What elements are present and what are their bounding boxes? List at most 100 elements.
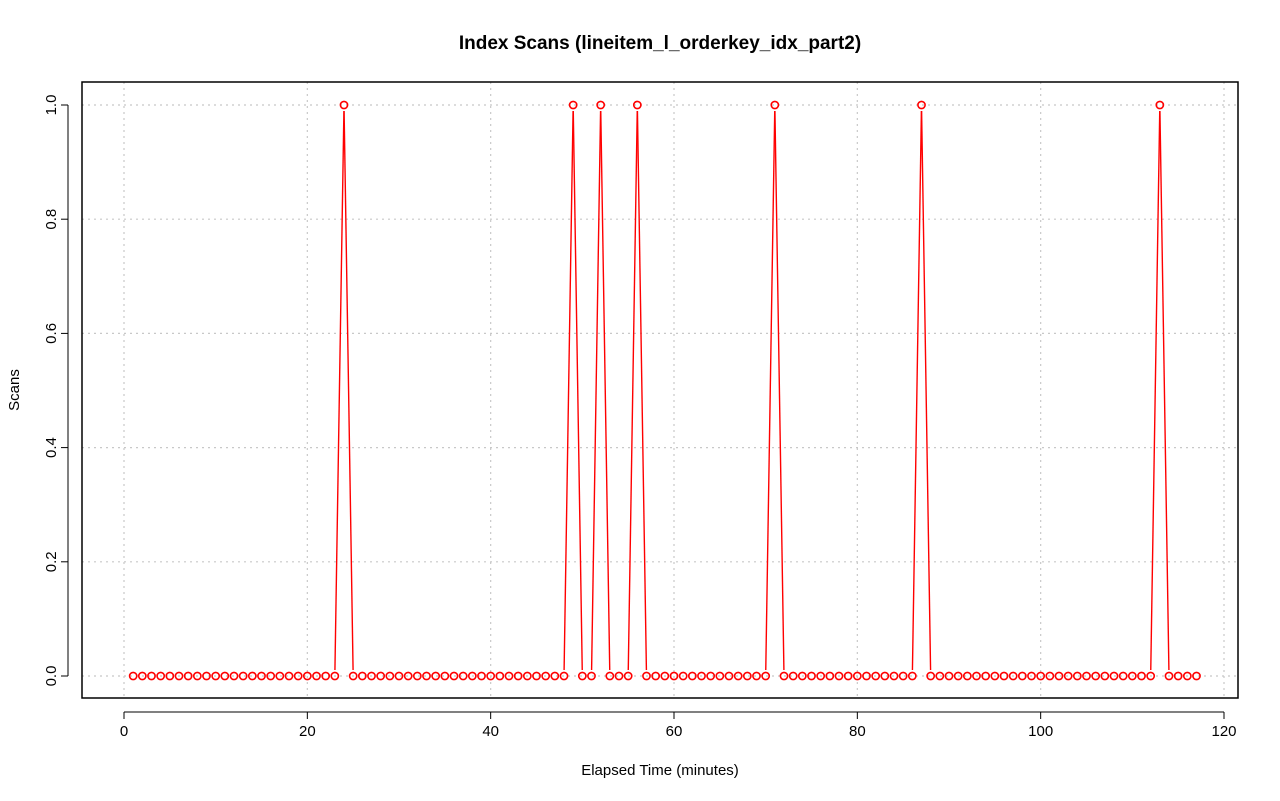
data-point xyxy=(147,671,156,681)
x-tick-label-20: 20 xyxy=(299,723,316,740)
data-point xyxy=(779,671,789,681)
data-point xyxy=(504,671,514,681)
data-point xyxy=(1109,671,1119,681)
data-point xyxy=(1072,671,1082,681)
data-point xyxy=(907,671,917,681)
y-tick-label-0.0: 0.0 xyxy=(43,666,60,687)
grid-lines xyxy=(82,82,1238,698)
data-point xyxy=(577,671,587,681)
data-point xyxy=(687,671,697,681)
data-point xyxy=(550,671,560,681)
data-point xyxy=(376,671,386,681)
x-tick-label-60: 60 xyxy=(666,723,683,740)
data-point xyxy=(183,671,193,681)
data-point xyxy=(348,671,358,681)
data-point xyxy=(742,671,752,681)
series-segment xyxy=(636,110,648,671)
x-axis-label: Elapsed Time (minutes) xyxy=(581,762,739,779)
data-point xyxy=(137,671,147,681)
data-point xyxy=(632,100,642,110)
data-point xyxy=(770,100,780,110)
data-point xyxy=(211,671,221,681)
data-point xyxy=(1137,671,1146,681)
data-point xyxy=(312,671,321,681)
data-point xyxy=(926,671,936,681)
data-point xyxy=(431,671,441,681)
series-segment xyxy=(920,110,932,671)
data-point xyxy=(880,671,890,681)
plot-frame xyxy=(81,81,1239,699)
data-point xyxy=(321,671,331,681)
data-point xyxy=(1091,671,1101,681)
data-point xyxy=(733,671,743,681)
data-point xyxy=(1054,671,1064,681)
data-point xyxy=(852,671,862,681)
data-point xyxy=(999,671,1009,681)
data-point xyxy=(229,671,239,681)
data-point xyxy=(449,671,459,681)
data-point xyxy=(678,671,688,681)
data-point xyxy=(541,671,551,681)
data-point xyxy=(568,100,578,110)
y-tick-label-0.4: 0.4 xyxy=(43,437,60,458)
data-point xyxy=(1173,671,1183,681)
data-point xyxy=(697,671,706,681)
data-point xyxy=(1164,671,1174,681)
data-point xyxy=(1155,100,1165,110)
y-tick-label-0.6: 0.6 xyxy=(43,323,60,344)
data-point xyxy=(293,671,303,681)
data-point xyxy=(862,671,871,681)
data-point xyxy=(357,671,367,681)
data-point xyxy=(266,671,276,681)
data-point xyxy=(403,671,413,681)
data-point xyxy=(614,671,624,681)
data-point xyxy=(871,671,881,681)
data-point xyxy=(532,671,541,681)
y-axis-label: Scans xyxy=(6,369,23,411)
data-point xyxy=(953,671,963,681)
data-point xyxy=(834,671,844,681)
series-segment xyxy=(334,110,345,671)
series-segment xyxy=(590,110,602,671)
data-point xyxy=(1027,671,1036,681)
data-point xyxy=(944,671,954,681)
data-point xyxy=(1100,671,1110,681)
x-axis: 0 20 40 60 80 100 120 xyxy=(120,711,1237,740)
data-point xyxy=(1118,671,1128,681)
data-point xyxy=(202,671,211,681)
data-point xyxy=(192,671,202,681)
data-point xyxy=(1082,671,1091,681)
data-point xyxy=(1045,671,1055,681)
data-point xyxy=(330,671,340,681)
data-point xyxy=(669,671,679,681)
data-point xyxy=(302,671,312,681)
data-point xyxy=(898,671,908,681)
data-point xyxy=(522,671,532,681)
data-point xyxy=(917,100,926,110)
data-point xyxy=(284,671,294,681)
data-point xyxy=(467,671,477,681)
data-point xyxy=(1063,671,1073,681)
data-point xyxy=(642,671,651,681)
series-segment xyxy=(1150,110,1161,671)
data-point xyxy=(477,671,486,681)
data-point xyxy=(257,671,266,681)
series-segment xyxy=(343,110,354,671)
data-point xyxy=(623,671,633,681)
data-point xyxy=(1192,671,1201,681)
data-point xyxy=(174,671,184,681)
data-point xyxy=(247,671,257,681)
series-segment xyxy=(572,110,583,671)
data-point xyxy=(1017,671,1027,681)
series-segment xyxy=(911,110,923,671)
data-point xyxy=(825,671,835,681)
data-point xyxy=(367,671,376,681)
data-point xyxy=(1146,671,1156,681)
data-point xyxy=(458,671,468,681)
data-point xyxy=(843,671,853,681)
data-point xyxy=(724,671,734,681)
data-point xyxy=(706,671,716,681)
data-point xyxy=(238,671,248,681)
data-point xyxy=(788,671,798,681)
